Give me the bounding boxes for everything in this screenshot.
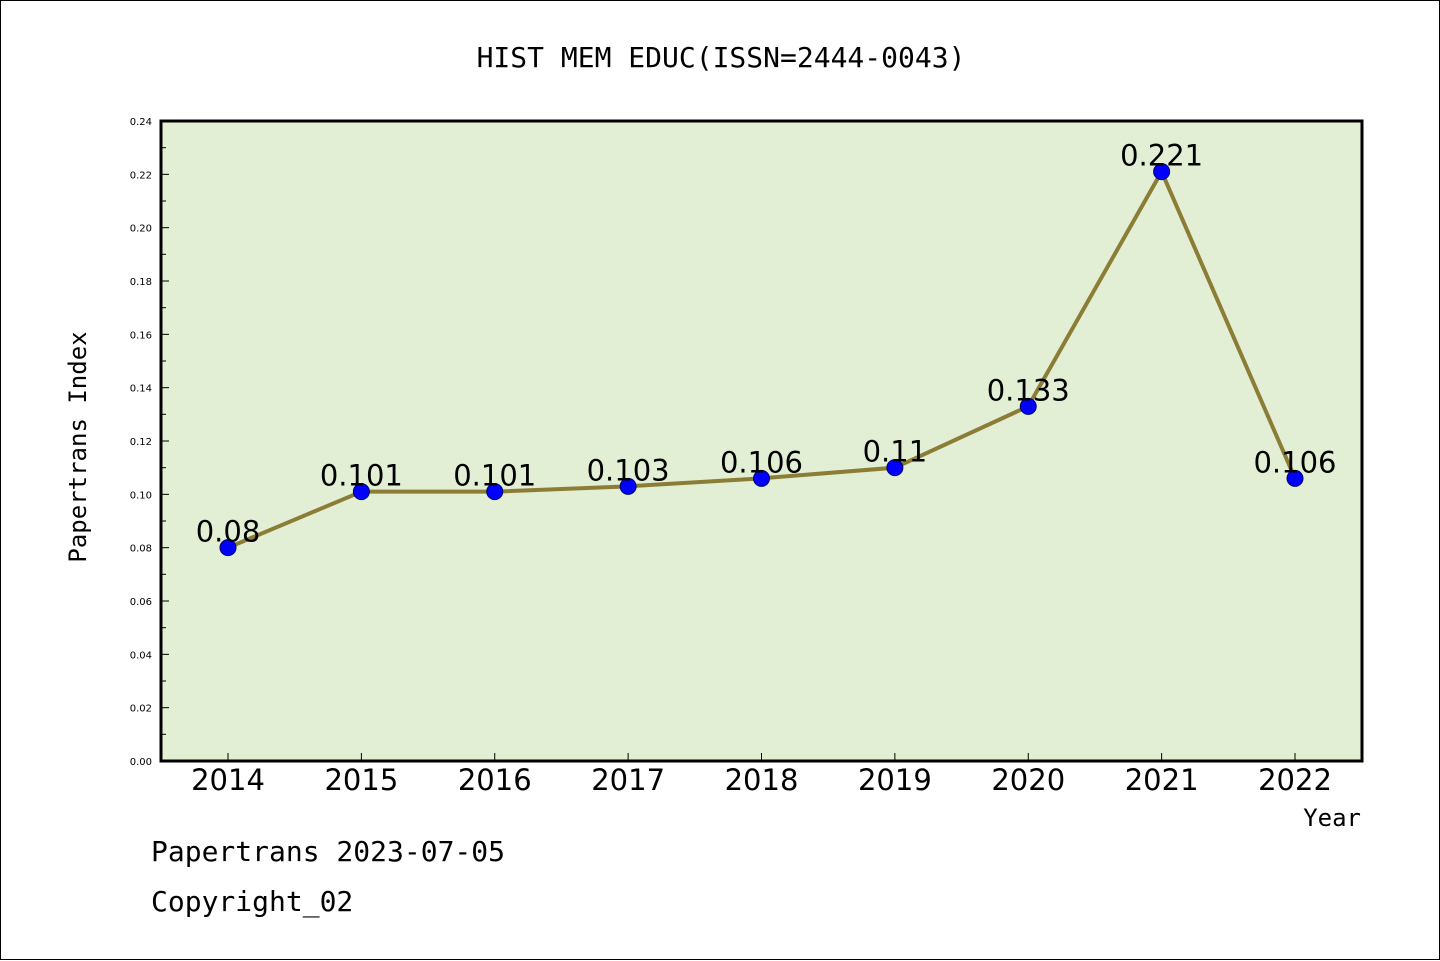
y-tick-label: 0.00 xyxy=(130,757,152,768)
data-label: 0.11 xyxy=(863,435,928,469)
y-tick-label: 0.10 xyxy=(130,490,152,501)
data-point-marker xyxy=(352,483,370,501)
x-tick-label: 2020 xyxy=(991,763,1065,797)
x-tick-label: 2015 xyxy=(324,763,398,797)
data-label: 0.221 xyxy=(1120,139,1203,173)
y-tick-label: 0.06 xyxy=(130,597,152,608)
x-axis-title: Year xyxy=(1303,804,1361,832)
x-tick-label: 2014 xyxy=(191,763,265,797)
x-tick-label: 2017 xyxy=(591,763,665,797)
data-point-marker xyxy=(1153,163,1171,181)
data-point-marker xyxy=(219,539,237,557)
data-point-marker xyxy=(753,469,770,487)
x-tick-label: 2022 xyxy=(1258,763,1332,797)
y-axis-title: Papertrans Index xyxy=(64,331,92,562)
data-label: 0.101 xyxy=(453,459,536,493)
y-tick-label: 0.04 xyxy=(130,650,152,661)
data-series xyxy=(219,163,1304,557)
data-label: 0.08 xyxy=(196,515,261,549)
data-labels: 0.08 0.101 0.101 0.103 0.106 0.11 0.133 0.221 0.… xyxy=(196,139,1337,549)
y-tick-label: 0.16 xyxy=(130,330,152,341)
y-axis: 0.00 0.02 0.04 0.06 0.08 0.10 0.12 0.14 0.16 0.18… xyxy=(130,117,169,768)
data-point-marker xyxy=(619,477,637,495)
data-label: 0.106 xyxy=(1253,445,1336,479)
copyright-footer: Copyright_02 xyxy=(151,885,354,918)
data-point-marker xyxy=(1286,469,1304,487)
y-tick-label: 0.22 xyxy=(130,170,152,181)
y-tick-label: 0.08 xyxy=(130,544,152,555)
data-label: 0.133 xyxy=(987,373,1070,407)
y-tick-label: 0.20 xyxy=(130,224,152,235)
data-label: 0.103 xyxy=(587,453,670,487)
y-tick-label: 0.12 xyxy=(130,437,152,448)
y-tick-label: 0.14 xyxy=(130,384,152,395)
x-axis: 2014 2015 2016 2017 2018 2019 2020 2021 2022 xyxy=(191,753,1332,797)
y-tick-label: 0.18 xyxy=(130,277,152,288)
source-footer: Papertrans 2023-07-05 xyxy=(151,835,506,868)
data-point-marker xyxy=(886,459,904,477)
x-tick-label: 2016 xyxy=(458,763,532,797)
x-tick-label: 2021 xyxy=(1125,763,1199,797)
y-tick-label: 0.24 xyxy=(130,117,152,128)
data-point-marker xyxy=(1019,397,1037,415)
data-label: 0.101 xyxy=(320,459,403,493)
plot-area xyxy=(159,119,1364,763)
chart-title: HIST MEM EDUC(ISSN=2444-0043) xyxy=(477,41,966,74)
y-tick-label: 0.02 xyxy=(130,704,152,715)
data-point-marker xyxy=(486,483,504,501)
x-tick-label: 2019 xyxy=(858,763,932,797)
data-label: 0.106 xyxy=(720,445,803,479)
x-tick-label: 2018 xyxy=(725,763,799,797)
